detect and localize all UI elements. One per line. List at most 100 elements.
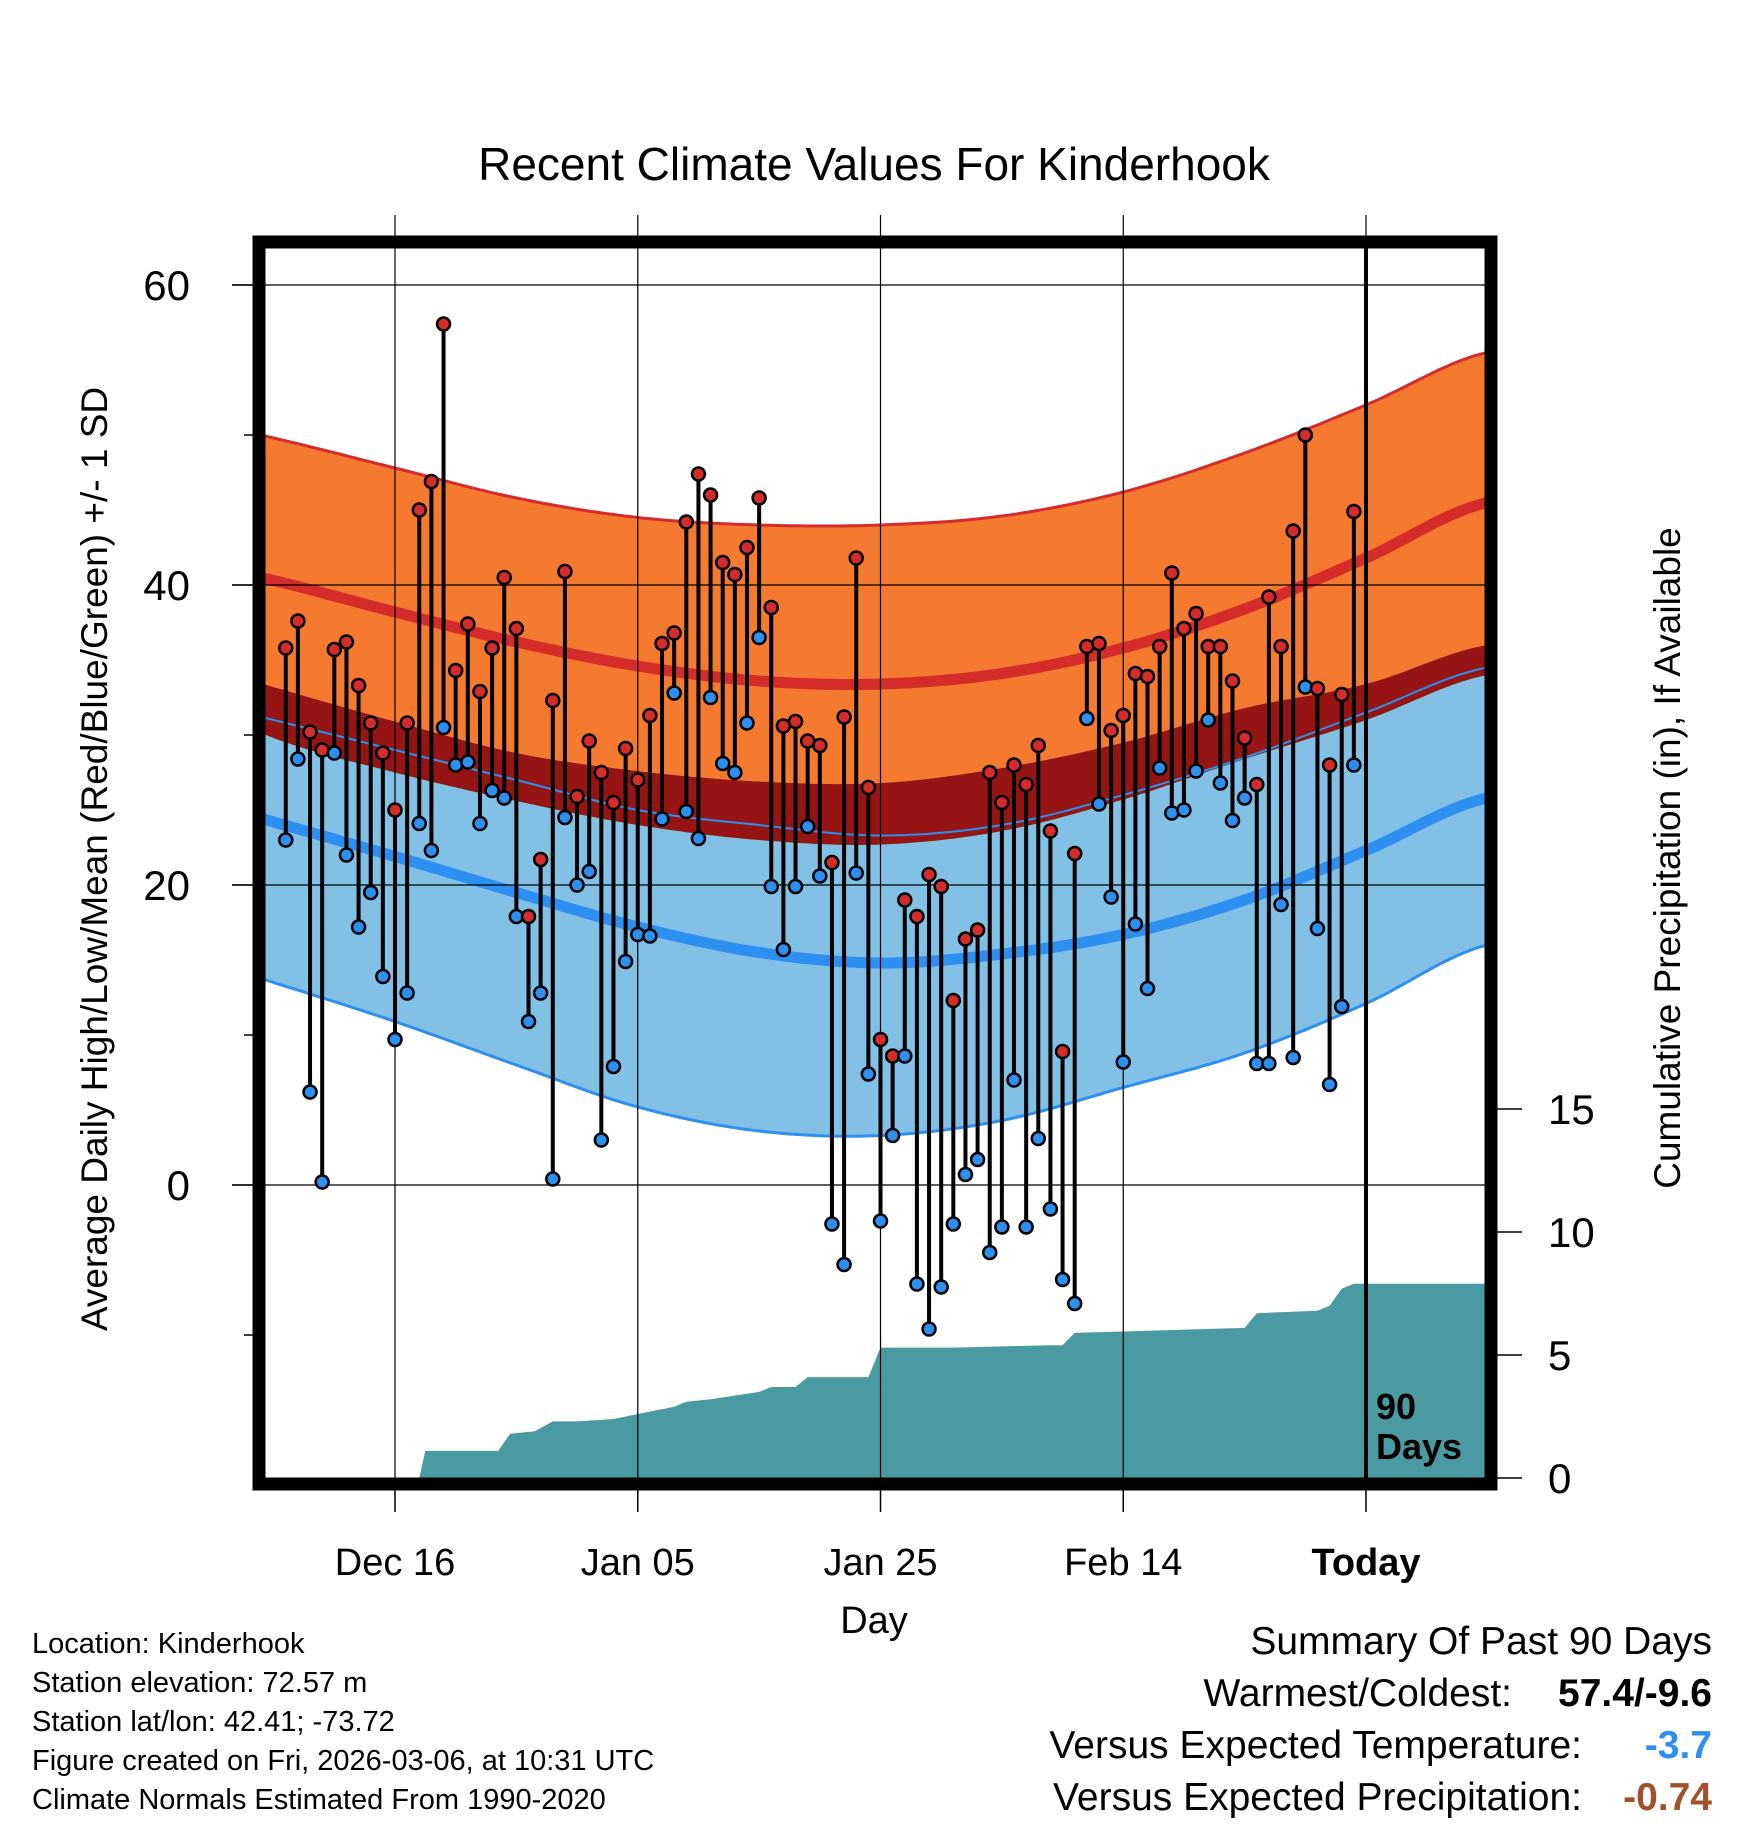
daily-low-point — [1309, 920, 1326, 937]
daily-low-point — [605, 1058, 622, 1075]
daily-observation — [812, 737, 828, 884]
daily-high-point — [1346, 503, 1362, 520]
meta-latlon: Station lat/lon: 42.41; -73.72 — [32, 1706, 395, 1738]
daily-low-point — [787, 878, 804, 895]
daily-high-point — [654, 635, 670, 652]
daily-high-point — [1066, 845, 1083, 862]
daily-high-point — [1176, 620, 1192, 637]
daily-high-point — [1261, 589, 1277, 605]
daily-high-point — [326, 641, 343, 658]
daily-observation — [520, 908, 537, 1030]
daily-low-point — [836, 1256, 852, 1273]
daily-observation — [1079, 638, 1095, 727]
daily-observation — [1091, 635, 1107, 812]
daily-low-point — [1224, 812, 1241, 829]
daily-low-point — [1139, 980, 1156, 997]
daily-observation — [836, 709, 852, 1273]
daily-low-point — [933, 1279, 949, 1295]
daily-high-point — [1091, 635, 1107, 652]
daily-high-point — [642, 707, 658, 724]
daily-observation — [933, 878, 949, 1295]
daily-low-point — [1236, 790, 1253, 806]
meta-normals: Climate Normals Estimated From 1990-2020 — [32, 1784, 606, 1816]
daily-observation — [860, 779, 877, 1082]
daily-low-point — [1006, 1072, 1022, 1088]
daily-observation — [714, 554, 731, 772]
y2-tick-label: 0 — [1548, 1455, 1571, 1502]
daily-observation — [447, 662, 464, 773]
daily-observation — [1127, 665, 1144, 932]
high-sd-band — [265, 353, 1485, 785]
daily-low-point — [617, 953, 634, 970]
x-tick-label: Today — [1311, 1542, 1420, 1584]
daily-observation — [763, 599, 780, 895]
daily-observation — [362, 715, 379, 901]
daily-high-point — [909, 908, 925, 925]
daily-high-point — [702, 487, 719, 503]
daily-high-point — [1103, 722, 1119, 739]
daily-low-point — [411, 815, 428, 832]
daily-low-point — [1200, 712, 1216, 728]
daily-high-point — [1042, 823, 1059, 839]
daily-low-point — [472, 815, 488, 832]
daily-high-point — [824, 854, 840, 871]
daily-low-point — [1018, 1219, 1034, 1235]
daily-low-point — [666, 685, 682, 701]
daily-low-point — [775, 941, 792, 958]
daily-observation — [1151, 638, 1168, 776]
daily-high-point — [411, 502, 428, 518]
daily-observation — [1115, 707, 1131, 1070]
daily-high-point — [399, 715, 415, 731]
daily-low-point — [545, 1171, 561, 1187]
daily-low-point — [290, 751, 306, 767]
daily-low-point — [520, 1013, 537, 1030]
daily-low-point — [1273, 896, 1289, 913]
daily-low-point — [387, 1031, 403, 1048]
daily-observation — [387, 802, 403, 1048]
daily-high-point — [1321, 757, 1338, 773]
daily-low-point — [945, 1216, 962, 1232]
daily-low-point — [957, 1166, 974, 1183]
daily-observation — [666, 625, 682, 701]
daily-low-point — [642, 928, 658, 944]
daily-observation — [302, 724, 318, 1100]
x-tick-label: Dec 16 — [335, 1542, 455, 1584]
x-tick-label: Jan 25 — [823, 1542, 937, 1584]
daily-high-point — [484, 640, 500, 656]
daily-observation — [1042, 823, 1059, 1217]
daily-high-point — [1212, 638, 1229, 655]
summary-panel: Summary Of Past 90 Days Warmest/Coldest:… — [1049, 1620, 1712, 1828]
daily-high-point — [1309, 680, 1326, 697]
daily-high-point — [278, 640, 294, 656]
y-tick-label: 0 — [167, 1162, 190, 1209]
daily-low-point — [897, 1048, 913, 1064]
daily-observation — [496, 569, 512, 806]
daily-high-point — [981, 764, 998, 781]
daily-observation — [1309, 680, 1326, 937]
daily-low-point — [435, 719, 452, 736]
y2-tick-label: 5 — [1548, 1332, 1571, 1379]
daily-high-point — [1236, 730, 1253, 746]
today-days-number: 90 — [1376, 1386, 1416, 1427]
daily-high-point — [666, 625, 682, 641]
chart-title: Recent Climate Values For Kinderhook — [478, 138, 1271, 190]
daily-high-point — [897, 892, 913, 908]
daily-observation — [909, 908, 925, 1292]
axes: 0 20 40 60 Dec 16 Jan 05 Jan 25 Feb 14 Today 0 5 10… — [143, 262, 1594, 1584]
daily-low-point — [1333, 998, 1350, 1015]
daily-low-point — [702, 689, 719, 706]
daily-low-point — [496, 790, 512, 806]
daily-observation — [314, 742, 330, 1190]
daily-high-point — [545, 692, 561, 709]
daily-high-point — [508, 620, 525, 637]
daily-high-point — [520, 908, 537, 925]
daily-low-point — [375, 968, 391, 985]
daily-high-point — [690, 466, 707, 482]
y-tick-label: 60 — [143, 262, 190, 309]
daily-observation — [921, 866, 937, 1337]
cumulative-precip-area — [265, 1283, 1485, 1478]
warmest-coldest-label: Warmest/Coldest: — [1203, 1672, 1512, 1715]
daily-high-point — [472, 683, 488, 700]
daily-observation — [605, 794, 622, 1075]
daily-observation — [1139, 668, 1156, 997]
